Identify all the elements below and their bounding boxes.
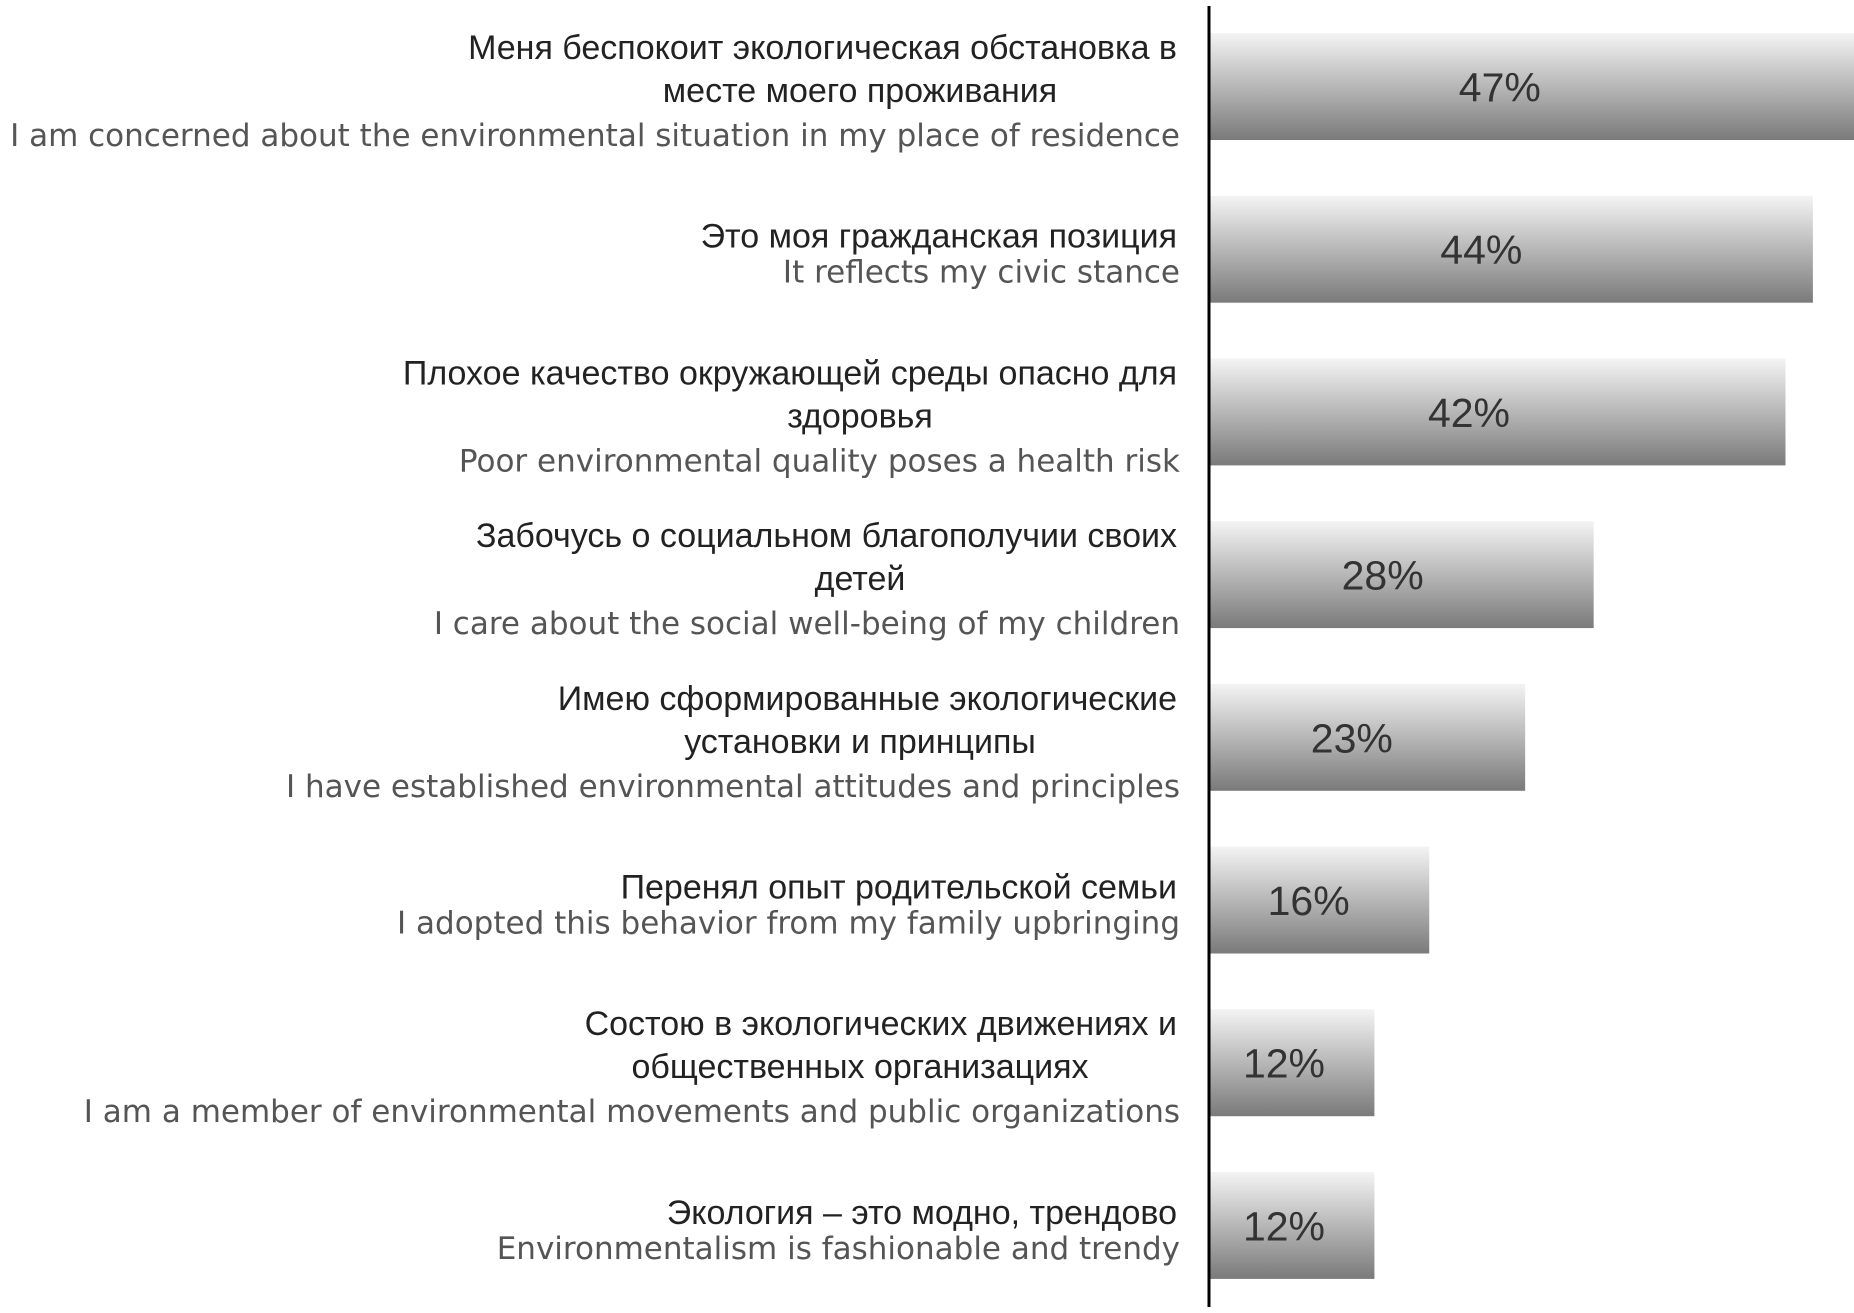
bar-value-label-8: 12%	[1243, 1203, 1325, 1249]
category-label-ru-2-line-1: Это моя гражданская позиция	[701, 218, 1177, 256]
category-label-ru-6-line-1: Перенял опыт родительской семьи	[621, 869, 1177, 907]
category-label-ru-3-line-2: здоровья	[787, 397, 933, 435]
bar-8	[1210, 1171, 1375, 1279]
bar-4	[1210, 521, 1594, 629]
bar-value-label-7: 12%	[1243, 1041, 1325, 1087]
bars-layer: 47% 44% 42% 28% 23% 16% 12% 12%	[1210, 33, 1854, 1279]
category-label-ru-5-line-1: Имею сформированные экологические	[558, 680, 1177, 718]
category-label-ru-1-line-2: месте моего проживания	[663, 72, 1057, 110]
category-label-en-7: I am a member of environmental movements…	[84, 1094, 1180, 1130]
bar-5	[1210, 683, 1526, 791]
category-label-ru-7-line-1: Состою в экологических движениях и	[585, 1005, 1177, 1043]
category-label-ru-5-line-2: установки и принципы	[684, 723, 1036, 761]
category-label-en-8: Environmentalism is fashionable and tren…	[497, 1231, 1180, 1267]
category-label-en-3: Poor environmental quality poses a healt…	[459, 443, 1180, 479]
category-label-ru-4-line-2: детей	[815, 560, 906, 598]
category-label-ru-1-line-1: Меня беспокоит экологическая обстановка …	[468, 29, 1177, 67]
bar-7	[1210, 1009, 1375, 1117]
bar-2	[1210, 195, 1813, 303]
category-label-ru-4-line-1: Забочусь о социальном благополучии своих	[476, 517, 1177, 555]
category-label-ru-8-line-1: Экология – это модно, трендово	[667, 1194, 1177, 1232]
category-label-en-4: I care about the social well-being of my…	[434, 606, 1180, 642]
category-label-en-1: I am concerned about the environmental s…	[10, 118, 1180, 154]
bar-1	[1210, 33, 1854, 140]
bar-3	[1210, 358, 1786, 466]
bar-value-label-4: 28%	[1342, 553, 1424, 599]
category-label-ru-3-line-1: Плохое качество окружающей среды опасно …	[403, 354, 1177, 392]
bar-value-label-3: 42%	[1428, 390, 1510, 436]
category-labels: Меня беспокоит экологическая обстановка …	[10, 29, 1180, 1267]
bar-value-label-5: 23%	[1311, 715, 1393, 761]
category-label-en-5: I have established environmental attitud…	[286, 769, 1180, 805]
bar-6	[1210, 846, 1430, 954]
category-label-ru-7-line-2: общественных организациях	[631, 1048, 1088, 1086]
bar-value-label-2: 44%	[1440, 227, 1522, 273]
bar-value-label-6: 16%	[1268, 878, 1350, 924]
bar-value-label-1: 47%	[1459, 65, 1541, 111]
category-label-en-2: It reflects my civic stance	[783, 255, 1180, 291]
category-label-en-6: I adopted this behavior from my family u…	[397, 906, 1180, 942]
